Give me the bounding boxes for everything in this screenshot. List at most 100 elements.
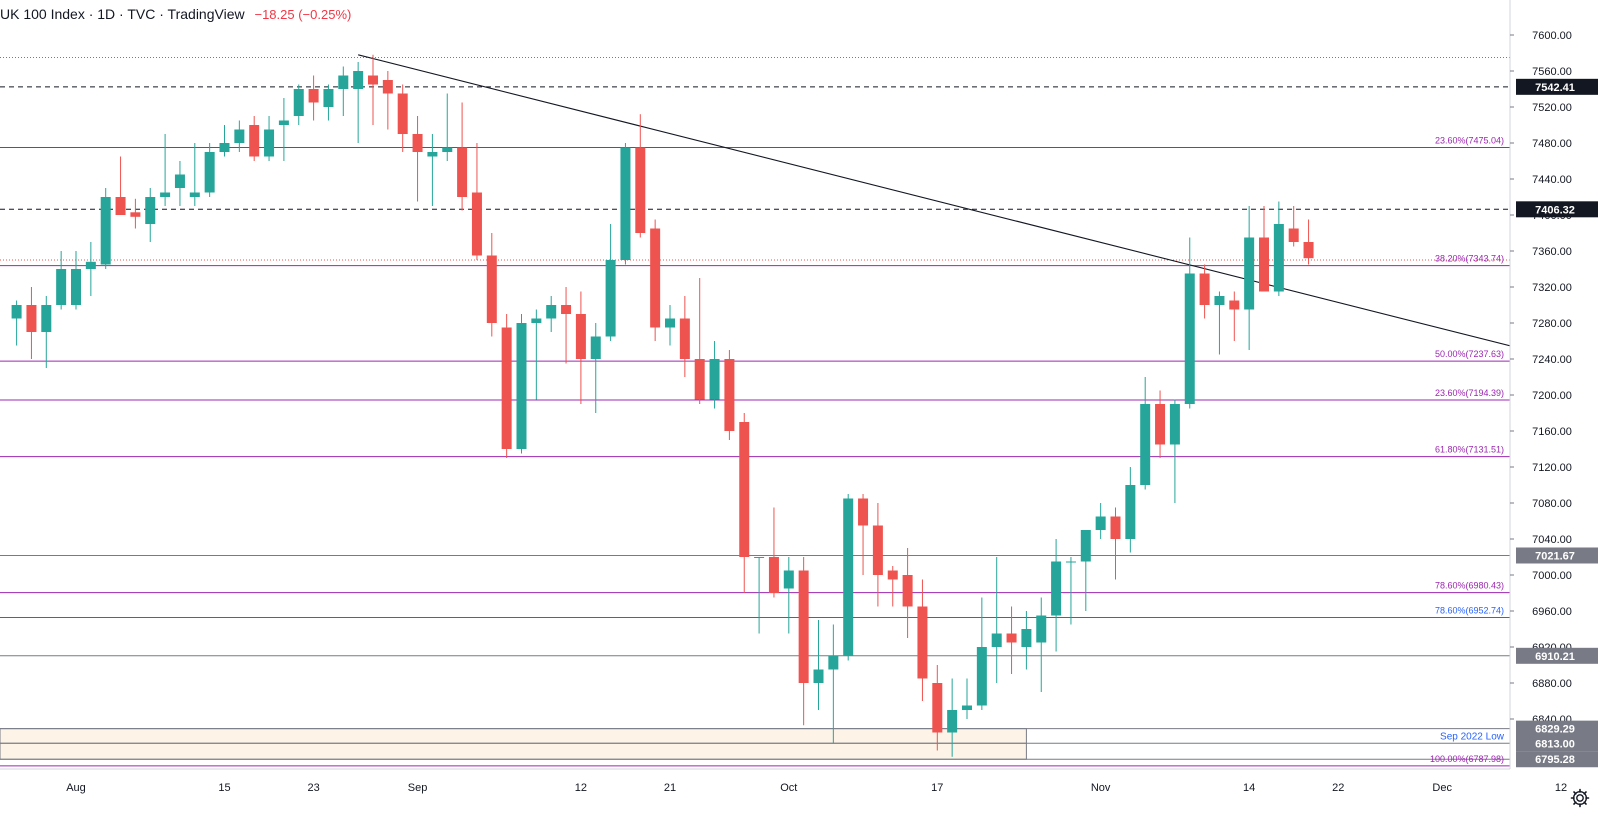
candle xyxy=(1021,611,1032,670)
candle xyxy=(115,156,126,215)
candle xyxy=(1006,606,1017,674)
candle xyxy=(293,84,304,125)
candle-body xyxy=(1244,237,1255,310)
price-badge xyxy=(1516,78,1598,95)
candle-body xyxy=(1006,633,1017,643)
candle-body xyxy=(679,318,690,359)
candle xyxy=(531,309,542,400)
candle-body xyxy=(1155,404,1166,445)
candle xyxy=(783,557,794,634)
candle xyxy=(1095,503,1106,539)
price-badge-label: 7542.41 xyxy=(1535,82,1575,94)
time-tick-label: 15 xyxy=(218,782,230,794)
candle-body xyxy=(471,192,482,256)
time-tick-label: Nov xyxy=(1091,782,1111,794)
fib-level-label: 38.20%(7343.74) xyxy=(1435,254,1504,264)
fib-level-label: 23.60%(7194.39) xyxy=(1435,388,1504,398)
candle xyxy=(665,305,675,346)
candle-body xyxy=(100,197,111,265)
candle xyxy=(575,291,586,404)
price-badge-label: 6910.21 xyxy=(1535,651,1575,663)
candle-body xyxy=(546,305,557,319)
candle xyxy=(858,494,869,575)
price-badge xyxy=(1516,647,1598,664)
price-badge-label: 6795.28 xyxy=(1535,754,1575,766)
candle-body xyxy=(1259,237,1269,292)
candle-body xyxy=(1184,273,1195,404)
price-tick-label: 7320.00 xyxy=(1532,282,1572,294)
candle xyxy=(219,125,230,157)
price-badge xyxy=(1516,735,1598,752)
candle-body xyxy=(1125,485,1136,539)
price-tick-label: 7480.00 xyxy=(1532,138,1572,150)
candle xyxy=(739,413,750,593)
price-tick-label: 7080.00 xyxy=(1532,498,1572,510)
candle xyxy=(368,54,378,125)
candle xyxy=(962,678,972,719)
candle-body xyxy=(887,570,898,580)
candle xyxy=(189,143,200,206)
price-badge xyxy=(1516,751,1598,768)
candle xyxy=(442,93,453,161)
candle xyxy=(561,287,572,364)
candle xyxy=(798,557,809,726)
candle-body xyxy=(976,647,987,706)
candle xyxy=(501,314,512,458)
zone-label: Sep 2022 Low xyxy=(1440,732,1505,743)
candle xyxy=(828,624,839,744)
price-tick-label: 7240.00 xyxy=(1532,354,1572,366)
candle xyxy=(323,84,334,121)
candle-body xyxy=(338,75,349,89)
time-tick-label: 23 xyxy=(307,782,319,794)
candle-body xyxy=(174,174,185,188)
support-zone xyxy=(0,728,1027,760)
candle xyxy=(85,242,96,296)
candle-body xyxy=(709,359,720,400)
candle xyxy=(249,116,260,161)
candle-body xyxy=(947,710,958,733)
time-tick-label: Dec xyxy=(1432,782,1452,794)
time-tick-label: 21 xyxy=(664,782,676,794)
candle-body xyxy=(71,269,81,305)
candle xyxy=(382,71,393,130)
chart-header: UK 100 Index · 1D · TVC · TradingView −1… xyxy=(0,6,351,22)
candle-body xyxy=(1199,273,1210,305)
candle xyxy=(546,296,557,332)
candle-body xyxy=(605,260,616,337)
price-tick-label: 7520.00 xyxy=(1532,102,1572,114)
candle-body xyxy=(768,557,779,593)
price-badge xyxy=(1516,201,1598,218)
time-tick-label: 17 xyxy=(931,782,943,794)
candle xyxy=(11,300,22,346)
candle xyxy=(427,134,438,206)
candle-body xyxy=(85,261,96,269)
candle xyxy=(709,341,720,409)
price-tick-label: 7000.00 xyxy=(1532,570,1572,582)
candle-body xyxy=(739,422,750,557)
gear-icon[interactable] xyxy=(1568,786,1592,810)
fib-level-label: 23.60%(7475.04) xyxy=(1435,135,1504,145)
candle xyxy=(902,548,913,638)
candle xyxy=(1140,377,1151,490)
candle-body xyxy=(858,498,869,526)
candle-body xyxy=(264,129,275,157)
candle xyxy=(26,287,37,359)
symbol-title[interactable]: UK 100 Index · 1D · TVC · TradingView xyxy=(0,6,245,22)
candle xyxy=(813,620,824,710)
candle-body xyxy=(1288,228,1299,242)
candle-body xyxy=(813,669,824,683)
candle-body xyxy=(1095,516,1106,530)
candle xyxy=(724,350,735,440)
candle-body xyxy=(204,152,215,193)
candle-body xyxy=(368,75,378,85)
candle-body xyxy=(382,80,393,94)
candle-body xyxy=(249,125,260,157)
candle xyxy=(353,62,364,143)
candle-body xyxy=(234,129,245,143)
trendline[interactable] xyxy=(358,54,1591,367)
candle-body xyxy=(130,212,141,217)
candle-body xyxy=(115,197,126,215)
candle xyxy=(100,188,111,269)
candle-body xyxy=(278,120,289,125)
